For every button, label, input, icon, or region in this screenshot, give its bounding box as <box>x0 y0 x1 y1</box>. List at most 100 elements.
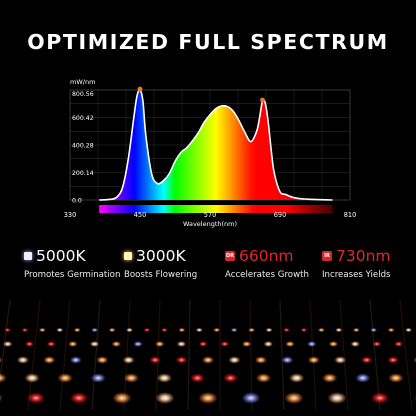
led-glow <box>307 356 320 364</box>
wavelength-color-bar <box>99 205 333 213</box>
led-glow <box>0 393 3 403</box>
led-glow <box>176 341 187 347</box>
feature-caption: Increases Yields <box>322 270 391 280</box>
feature-caption: Accelerates Growth <box>225 270 309 280</box>
light-beam <box>309 300 317 411</box>
led-glow <box>3 327 11 333</box>
dr-badge-icon: DR <box>225 251 235 261</box>
peak-markers <box>137 86 265 103</box>
led-glow <box>306 341 317 347</box>
feature-730nm: IR 730nm Increases Yields <box>322 247 416 281</box>
led-glow <box>387 356 400 364</box>
white-square-icon <box>24 252 32 260</box>
led-glow <box>288 373 305 383</box>
led-glow <box>254 356 267 364</box>
y-tick-label: 600.42 <box>72 115 94 122</box>
led-glow <box>350 341 360 347</box>
feature-caption: Promotes Germination <box>24 270 121 280</box>
led-glow <box>0 373 7 383</box>
led-glow <box>370 327 378 333</box>
light-beam <box>369 300 381 411</box>
led-glow <box>133 341 143 347</box>
led-glow <box>2 341 13 347</box>
led-glow <box>317 327 325 333</box>
led-glow <box>360 356 373 364</box>
led-glow <box>143 327 151 333</box>
led-glow <box>241 392 261 404</box>
led-glow <box>198 392 218 404</box>
feature-3000k: 3000K Boosts Flowering <box>124 247 228 281</box>
led-glow <box>156 373 173 383</box>
led-glow <box>175 356 188 364</box>
led-glow <box>73 327 81 333</box>
led-glow <box>16 356 29 364</box>
feature-660nm: DR 660nm Accelerates Growth <box>225 247 329 281</box>
y-tick-label: 400.28 <box>72 143 94 150</box>
led-glow <box>56 327 64 333</box>
led-glow <box>327 392 347 404</box>
y-tick-label: 200.14 <box>72 170 94 177</box>
led-glow <box>387 327 395 333</box>
led-glow <box>91 327 99 333</box>
led-glow <box>220 341 230 347</box>
led-glow <box>393 341 404 347</box>
feature-value: 730nm <box>336 247 391 265</box>
feature-value: 660nm <box>239 247 294 265</box>
led-glow <box>300 327 308 333</box>
led-glow <box>355 373 371 383</box>
led-glow <box>228 356 241 364</box>
led-glow <box>43 356 56 364</box>
led-glow <box>69 356 82 364</box>
led-glow <box>263 341 274 347</box>
led-glow <box>282 327 291 333</box>
led-glow <box>241 341 252 347</box>
peak-marker <box>260 97 265 103</box>
led-glow <box>112 392 132 404</box>
led-glow <box>24 341 35 347</box>
light-beam <box>249 300 253 411</box>
led-glow <box>413 356 416 364</box>
light-beam <box>59 300 71 411</box>
led-glow <box>322 373 338 383</box>
led-glow <box>178 327 186 333</box>
feature-caption: Boosts Flowering <box>124 270 198 280</box>
feature-5000k: 5000K Promotes Germination <box>24 247 128 281</box>
led-glow <box>413 393 416 403</box>
x-tick-label: 690 <box>274 211 287 219</box>
led-glow <box>255 373 272 383</box>
led-glow <box>189 373 206 383</box>
led-glow <box>388 373 404 383</box>
led-glow <box>405 327 413 333</box>
led-glow <box>201 356 215 364</box>
led-glow <box>285 341 295 347</box>
led-glow <box>21 327 29 333</box>
light-beam <box>155 300 161 411</box>
led-glow <box>89 341 100 347</box>
page-title: OPTIMIZED FULL SPECTRUM <box>27 30 389 54</box>
warm-square-icon <box>124 252 132 260</box>
led-glow <box>370 392 390 404</box>
led-glow <box>328 341 339 347</box>
light-beam <box>399 300 413 411</box>
led-glow <box>230 327 238 333</box>
led-glow <box>68 341 78 347</box>
led-glow <box>57 373 73 383</box>
spectrum-fill <box>99 89 333 200</box>
led-glow <box>372 341 382 347</box>
led-glow <box>24 373 40 383</box>
spectrum-chart: 800.56 600.42 400.28 200.14 0.0 330 450 570 690… <box>64 78 357 228</box>
ir-badge-icon: IR <box>322 251 332 261</box>
light-beam <box>0 300 11 384</box>
light-beam <box>279 300 285 411</box>
led-glow <box>335 327 343 333</box>
led-glow <box>111 341 122 347</box>
led-glow <box>26 392 46 404</box>
y-tick-labels: 800.56 600.42 400.28 200.14 0.0 <box>72 91 94 205</box>
x-tick-label: 570 <box>204 211 217 219</box>
led-glow <box>198 341 208 347</box>
x-tick-label: 450 <box>134 211 147 219</box>
led-glow <box>334 356 347 364</box>
led-glow <box>126 327 134 333</box>
y-axis-label: mW/nm <box>70 78 95 86</box>
led-glow <box>38 327 46 333</box>
